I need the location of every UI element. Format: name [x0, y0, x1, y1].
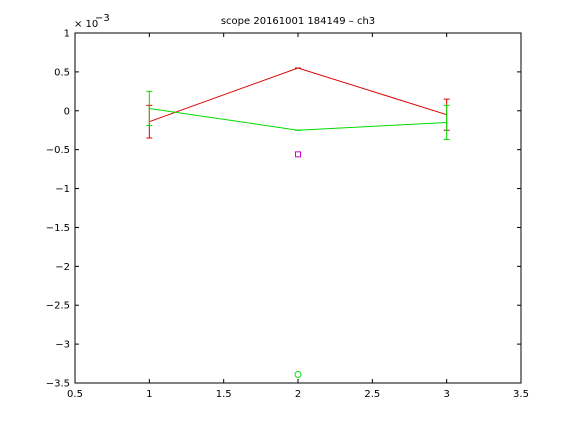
y-exponent: × 10 −3 [74, 13, 110, 30]
x-tick-label: 3.5 [513, 389, 529, 400]
series-1 [146, 90, 450, 141]
plot-area [74, 32, 522, 384]
series-3 [294, 370, 302, 378]
y-tick-label: −2 [55, 262, 70, 273]
y-tick-label: −3.5 [46, 379, 70, 390]
x-tick-labels: 0.5 1 1.5 2 2.5 3 3.5 [67, 389, 529, 400]
y-tick-label: −0.5 [46, 145, 70, 156]
chart-title: scope 20161001 184149 – ch3 [221, 16, 375, 27]
series-2 [295, 151, 301, 158]
y-tick-label: −3 [55, 340, 70, 351]
y-tick-label: 1 [64, 29, 70, 40]
y-tick-label: 0 [64, 106, 70, 117]
y-tick-label: −1.5 [46, 223, 70, 234]
circle-marker [294, 370, 302, 378]
x-tick-label: 2 [295, 389, 301, 400]
y-tick-label: −2.5 [46, 301, 70, 312]
series-layer [146, 67, 450, 378]
square-marker [295, 151, 301, 158]
x-tick-label: 1.5 [216, 389, 232, 400]
axes-box [74, 32, 522, 384]
y-tick-label: 0.5 [54, 67, 70, 78]
x-tick-label: 3 [443, 389, 449, 400]
y-exponent-power: −3 [95, 13, 110, 24]
y-tick-label: −1 [55, 184, 70, 195]
x-tick-label: 1 [146, 389, 152, 400]
y-exponent-base: × 10 [74, 19, 98, 30]
x-tick-label: 0.5 [67, 389, 83, 400]
x-tick-label: 2.5 [364, 389, 380, 400]
tick-marks [74, 32, 522, 384]
y-tick-labels: 1 0.5 0 −0.5 −1 −1.5 −2 −2.5 −3 −3.5 [46, 29, 70, 390]
